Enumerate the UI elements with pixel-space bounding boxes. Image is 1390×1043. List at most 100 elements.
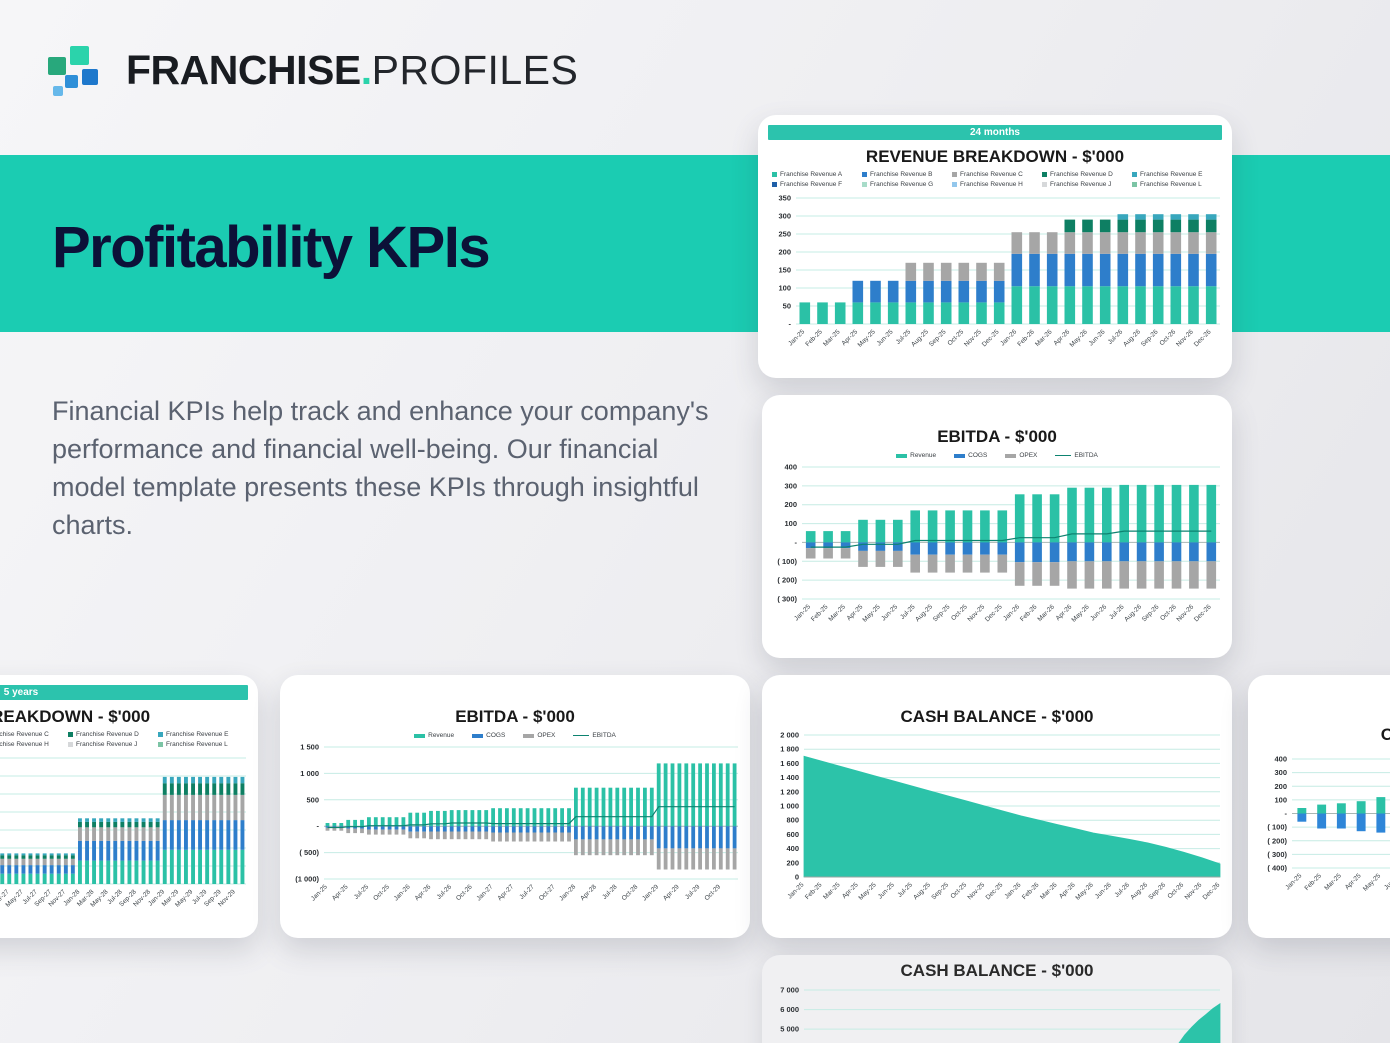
chart-period-tab: 5 years bbox=[0, 685, 248, 700]
card-cash-balance-24m: CASH BALANCE - $'000 0 200 400 600 800 1 000 1… bbox=[762, 675, 1232, 938]
legend-swatch bbox=[954, 453, 966, 458]
svg-text:Sep-25: Sep-25 bbox=[928, 328, 948, 348]
svg-text:Mar-25: Mar-25 bbox=[827, 603, 847, 623]
svg-text:6 000: 6 000 bbox=[780, 1005, 799, 1014]
svg-text:Oct-27: Oct-27 bbox=[538, 883, 557, 902]
svg-text:Oct-25: Oct-25 bbox=[946, 328, 965, 347]
chart-title: CASH BALANCE - $'000 bbox=[900, 961, 1094, 980]
svg-text:Feb-26: Feb-26 bbox=[1016, 328, 1036, 348]
legend-item: Revenue bbox=[896, 452, 936, 459]
svg-text:400: 400 bbox=[786, 844, 799, 853]
svg-text:Oct-25: Oct-25 bbox=[372, 883, 391, 902]
svg-text:1 500: 1 500 bbox=[300, 743, 319, 752]
svg-text:Sep-26: Sep-26 bbox=[1141, 603, 1161, 623]
svg-text:Apr-28: Apr-28 bbox=[579, 883, 598, 902]
svg-text:Aug-25: Aug-25 bbox=[914, 603, 934, 623]
svg-text:Dec-26: Dec-26 bbox=[1202, 881, 1222, 901]
svg-text:Mar-26: Mar-26 bbox=[1036, 603, 1056, 623]
svg-text:Jan-25: Jan-25 bbox=[787, 328, 806, 347]
svg-text:-: - bbox=[795, 538, 798, 547]
svg-text:150: 150 bbox=[778, 266, 791, 275]
svg-text:May-26: May-26 bbox=[1069, 328, 1090, 349]
svg-text:Sep-26: Sep-26 bbox=[1147, 881, 1167, 901]
svg-text:Jan-25: Jan-25 bbox=[793, 603, 812, 622]
svg-text:Mar-26: Mar-26 bbox=[1039, 881, 1059, 901]
ebitda-24m-chart: ( 300)( 200)( 100)-100200300400Jan-25Feb… bbox=[777, 463, 1220, 624]
svg-text:Oct-28: Oct-28 bbox=[621, 883, 640, 902]
svg-text:Aug-25: Aug-25 bbox=[912, 881, 932, 901]
legend-swatch bbox=[68, 732, 73, 737]
page-title: Profitability KPIs bbox=[52, 215, 491, 280]
svg-text:100: 100 bbox=[1274, 795, 1287, 804]
card-ebitda-5y: EBITDA - $'000 Revenue COGS OPEX EBITDA (1 … bbox=[280, 675, 750, 938]
legend-swatch bbox=[523, 733, 535, 738]
legend-item: Franchise Revenue D bbox=[1042, 171, 1128, 178]
legend-item: Franchise Revenue H bbox=[0, 741, 49, 748]
svg-text:( 100): ( 100) bbox=[1267, 823, 1287, 832]
svg-text:Jan-29: Jan-29 bbox=[641, 883, 660, 902]
legend-swatch bbox=[158, 742, 163, 747]
svg-text:Jan-26: Jan-26 bbox=[1002, 603, 1021, 622]
svg-text:1 000: 1 000 bbox=[300, 769, 319, 778]
svg-text:Oct-26: Oct-26 bbox=[455, 883, 474, 902]
legend-item: Franchise Revenue H bbox=[952, 181, 1038, 188]
svg-text:1 800: 1 800 bbox=[780, 745, 799, 754]
card-ebitda-24m: EBITDA - $'000 Revenue COGS OPEX EBITDA ( 3… bbox=[762, 395, 1232, 658]
svg-text:Jun-26: Jun-26 bbox=[1089, 603, 1108, 622]
revenue-breakdown-5y-chart: Jan-25Mar-25May-25Jul-25Sep-25Nov-25Jan-… bbox=[0, 757, 246, 909]
svg-text:50: 50 bbox=[783, 302, 791, 311]
svg-text:200: 200 bbox=[778, 248, 791, 257]
legend-swatch bbox=[1005, 453, 1017, 458]
svg-text:Nov-26: Nov-26 bbox=[1184, 881, 1204, 901]
svg-text:Jul-29: Jul-29 bbox=[684, 883, 702, 901]
legend-item: Revenue bbox=[414, 732, 454, 739]
chart-period-tab: 24 months bbox=[768, 125, 1222, 140]
svg-text:Mar-26: Mar-26 bbox=[1034, 328, 1054, 348]
svg-text:100: 100 bbox=[778, 284, 791, 293]
svg-text:-: - bbox=[789, 320, 792, 329]
svg-text:Jul-26: Jul-26 bbox=[436, 883, 454, 901]
legend-item: Franchise Revenue A bbox=[772, 171, 858, 178]
svg-text:Nov-26: Nov-26 bbox=[1176, 603, 1196, 623]
legend-swatch bbox=[896, 453, 908, 458]
svg-text:Jan-25: Jan-25 bbox=[310, 883, 329, 902]
chart-title: REVENUE BREAKDOWN - $'000 bbox=[0, 707, 151, 726]
svg-text:1 600: 1 600 bbox=[780, 759, 799, 768]
legend-item: Franchise Revenue C bbox=[0, 731, 49, 738]
brand-name-dot: . bbox=[360, 47, 372, 93]
svg-text:Feb-26: Feb-26 bbox=[1021, 881, 1041, 901]
svg-text:200: 200 bbox=[786, 858, 799, 867]
svg-text:Jun-25: Jun-25 bbox=[877, 881, 896, 900]
legend-item: Franchise Revenue J bbox=[68, 741, 154, 748]
svg-text:Nov-25: Nov-25 bbox=[967, 603, 987, 623]
svg-text:Oct-26: Oct-26 bbox=[1158, 328, 1177, 347]
logo-square-green bbox=[48, 57, 66, 75]
cash-balance-24m-chart: 0 200 400 600 800 1 000 1 200 1 400 1 600 1 800 2 … bbox=[780, 731, 1222, 902]
legend-swatch bbox=[952, 182, 957, 187]
svg-text:May-26: May-26 bbox=[1075, 881, 1096, 902]
svg-text:May-25: May-25 bbox=[1362, 872, 1383, 893]
svg-text:( 200): ( 200) bbox=[1267, 836, 1287, 845]
svg-text:Feb-25: Feb-25 bbox=[1304, 872, 1324, 892]
legend-item: EBITDA bbox=[1055, 452, 1098, 459]
page-description: Financial KPIs help track and enhance yo… bbox=[52, 396, 709, 540]
svg-text:( 300): ( 300) bbox=[1267, 850, 1287, 859]
svg-text:Dec-25: Dec-25 bbox=[984, 603, 1004, 623]
svg-text:Sep-25: Sep-25 bbox=[932, 603, 952, 623]
legend-item: Franchise Revenue L bbox=[1132, 181, 1218, 188]
svg-text:-: - bbox=[317, 822, 320, 831]
svg-text:Jun-25: Jun-25 bbox=[880, 603, 899, 622]
chart-title: CASH BALANCE - $'000 bbox=[900, 707, 1094, 726]
svg-text:( 200): ( 200) bbox=[777, 576, 797, 585]
svg-text:Sep-26: Sep-26 bbox=[1140, 328, 1160, 348]
svg-text:Apr-25: Apr-25 bbox=[331, 883, 350, 902]
card-revenue-breakdown-5y: 5 years REVENUE BREAKDOWN - $'000 Franch… bbox=[0, 675, 258, 938]
svg-text:Mar-25: Mar-25 bbox=[822, 328, 842, 348]
svg-text:Jan-27: Jan-27 bbox=[475, 883, 494, 902]
svg-text:Jun-26: Jun-26 bbox=[1094, 881, 1113, 900]
svg-text:250: 250 bbox=[778, 230, 791, 239]
chart-title: OPERATING CASH FLOW - $'000 bbox=[1380, 725, 1390, 744]
